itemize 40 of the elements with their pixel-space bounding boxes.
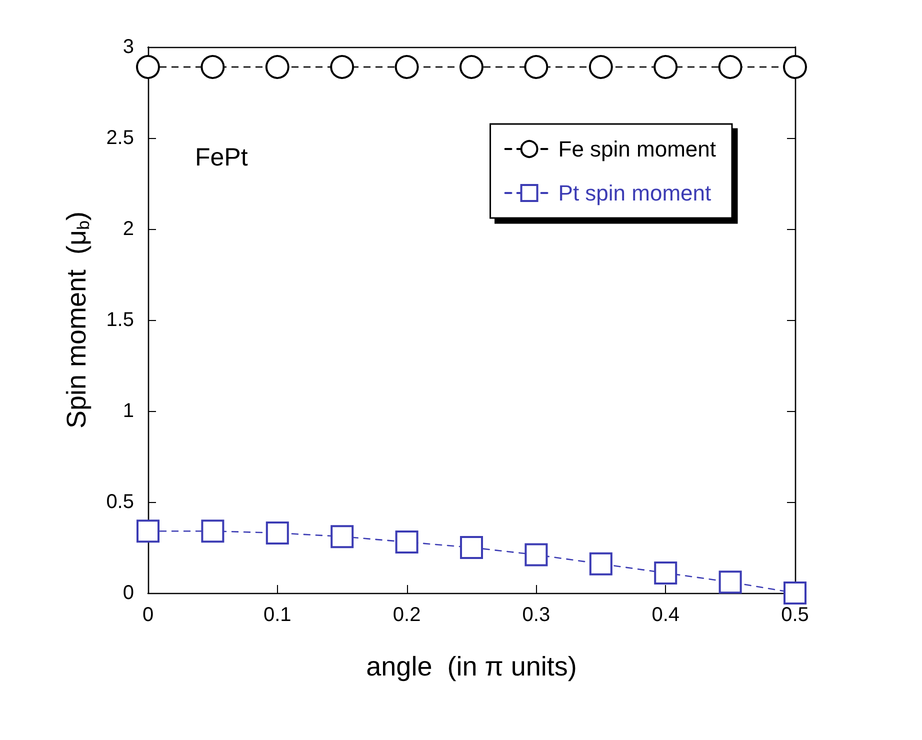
point (524, 543, 548, 566)
y-tick-label: 0 (122, 582, 134, 604)
y-axis-title: Spin moment (μb) (62, 211, 93, 429)
point (460, 536, 483, 559)
point (460, 55, 484, 80)
y-tick-label: 1 (122, 400, 134, 422)
x-tick-label: 0.1 (263, 604, 292, 626)
y-tick-label: 2 (122, 218, 134, 240)
y-tick-label: 1.5 (106, 309, 134, 331)
y-tick-label: 2.5 (106, 127, 134, 149)
point (784, 582, 806, 604)
point (718, 55, 742, 80)
point (136, 55, 160, 80)
legend-label: Pt spin moment (558, 180, 712, 206)
point (588, 55, 613, 80)
x-tick-label: 0.4 (652, 604, 680, 626)
point (718, 570, 742, 594)
x-tick-label: 0.5 (781, 604, 809, 626)
point (330, 525, 354, 548)
x-tick-label: 0 (142, 604, 154, 626)
point (524, 55, 548, 80)
point (783, 55, 807, 80)
point (654, 561, 678, 584)
x-axis-title: angle (in π units) (366, 652, 577, 682)
point (394, 55, 419, 80)
point (589, 552, 612, 576)
point (330, 55, 354, 80)
y-tick-label: 0.5 (106, 491, 134, 513)
x-tick-label: 0.2 (392, 604, 421, 626)
point (266, 521, 289, 544)
point (136, 520, 160, 543)
point (654, 55, 678, 80)
x-tick-label: 0.3 (522, 604, 550, 626)
y-tick-label: 3 (122, 36, 134, 58)
legend-label: Fe spin moment (558, 136, 716, 162)
point (200, 55, 225, 80)
point (265, 55, 290, 80)
point (395, 530, 418, 554)
point (201, 520, 224, 543)
annotation: FePt (195, 144, 248, 172)
